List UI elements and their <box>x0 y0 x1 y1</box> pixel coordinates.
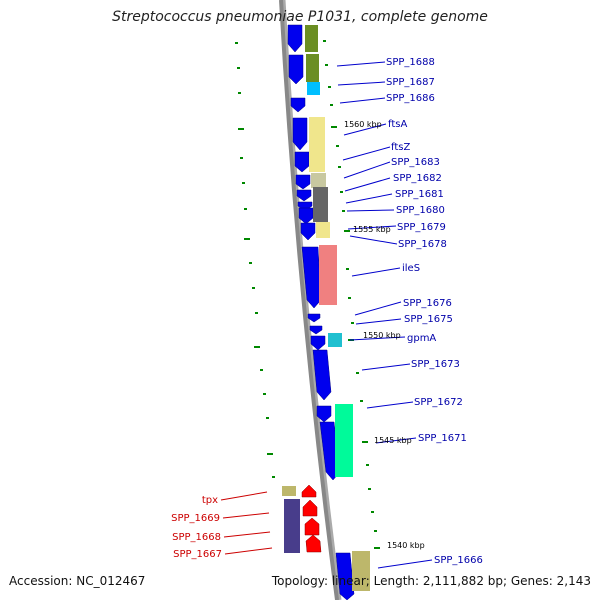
gene-label[interactable]: SPP_1666 <box>434 555 483 566</box>
accession-label: Accession: NC_012467 <box>9 574 146 588</box>
reverse-genes <box>301 484 322 553</box>
gene-label[interactable]: SPP_1687 <box>386 77 435 88</box>
gene-label[interactable]: SPP_1680 <box>396 205 445 216</box>
outer-tick-track <box>235 42 275 478</box>
gene-label[interactable]: SPP_1686 <box>386 93 435 104</box>
gene-label[interactable]: SPP_1669 <box>171 513 220 524</box>
genome-summary: Topology: linear; Length: 2,111,882 bp; … <box>271 574 591 588</box>
gene-label[interactable]: SPP_1679 <box>397 222 446 233</box>
forward-label-leaders <box>336 61 433 569</box>
scale-label-1550: 1550 kbp <box>363 331 401 340</box>
genome-backbone <box>279 0 339 600</box>
forward-gene-labels: SPP_1688 SPP_1687 SPP_1686 ftsA ftsZ SPP… <box>386 57 483 566</box>
gene-label[interactable]: SPP_1673 <box>411 359 460 370</box>
scale-labels: 1560 kbp 1555 kbp 1550 kbp 1545 kbp 1540… <box>344 120 425 550</box>
gene-label[interactable]: tpx <box>202 495 218 506</box>
gene-label[interactable]: SPP_1671 <box>418 433 467 444</box>
gene-label[interactable]: SPP_1676 <box>403 298 452 309</box>
gene-label[interactable]: SPP_1675 <box>404 314 453 325</box>
gene-label[interactable]: gpmA <box>407 333 436 344</box>
scale-label-1540: 1540 kbp <box>387 541 425 550</box>
gene-label[interactable]: SPP_1683 <box>391 157 440 168</box>
reverse-gene-labels: tpx SPP_1669 SPP_1668 SPP_1667 <box>171 495 222 560</box>
feature-blocks <box>282 25 370 591</box>
gene-label[interactable]: SPP_1681 <box>395 189 444 200</box>
gene-label[interactable]: ftsA <box>388 119 407 130</box>
gene-label[interactable]: ileS <box>402 263 420 274</box>
gene-label[interactable]: SPP_1672 <box>414 397 463 408</box>
gene-label[interactable]: SPP_1682 <box>393 173 442 184</box>
reverse-label-leaders <box>220 491 273 555</box>
gene-label[interactable]: ftsZ <box>391 142 410 153</box>
scale-label-1555: 1555 kbp <box>353 225 391 234</box>
gene-label[interactable]: SPP_1667 <box>173 549 222 560</box>
forward-genes <box>287 24 355 600</box>
gene-label[interactable]: SPP_1668 <box>172 532 221 543</box>
map-title: Streptococcus pneumoniae P1031, complete… <box>112 9 488 25</box>
scale-label-1560: 1560 kbp <box>344 120 382 129</box>
scale-label-1545: 1545 kbp <box>374 436 412 445</box>
gene-label[interactable]: SPP_1678 <box>398 239 447 250</box>
gene-label[interactable]: SPP_1688 <box>386 57 435 68</box>
